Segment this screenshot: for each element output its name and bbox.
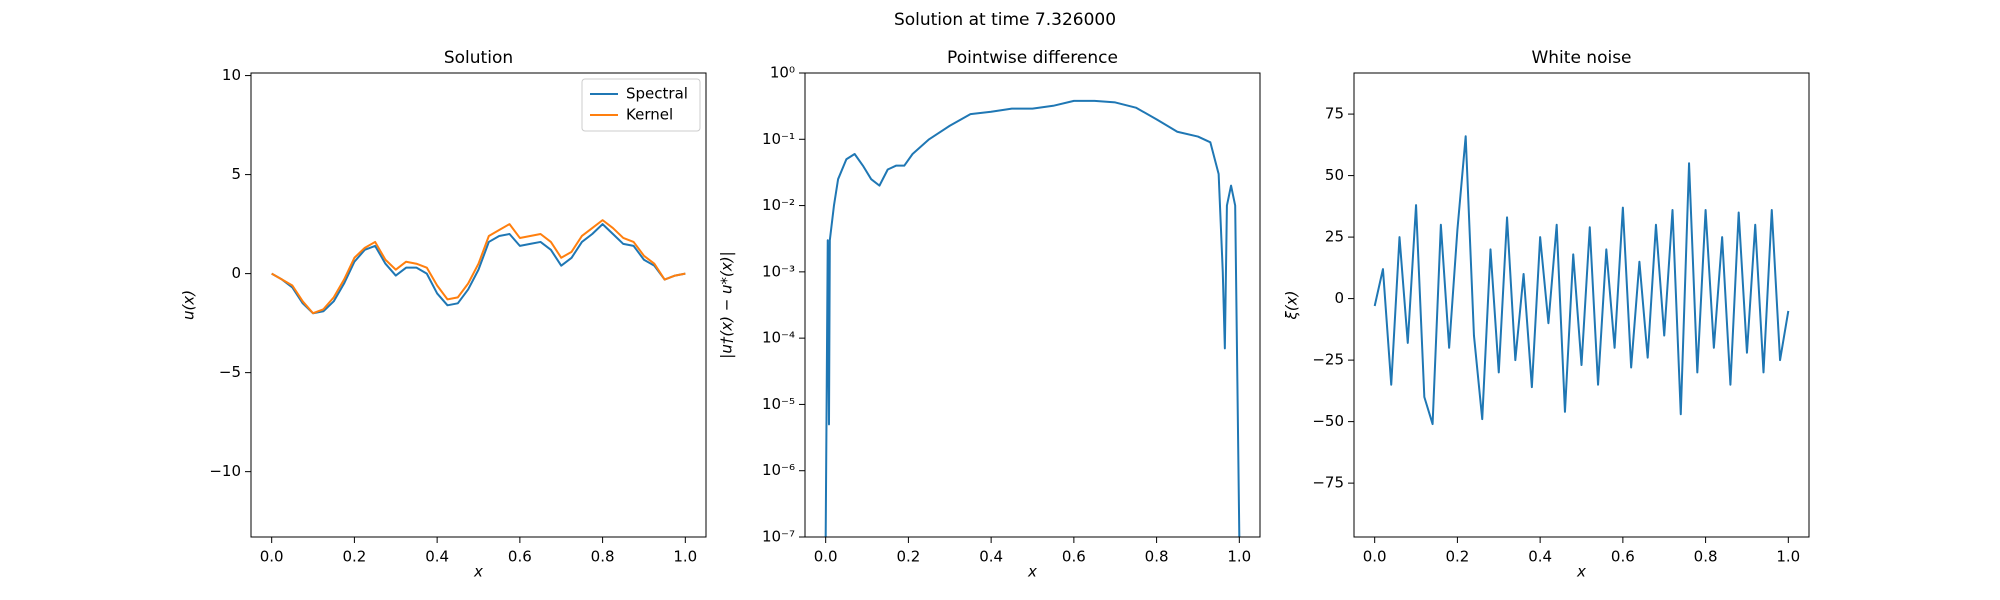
x-tick-label: 0.8 bbox=[1694, 548, 1718, 566]
y-tick-label: −5 bbox=[219, 363, 241, 381]
y-tick-label: 0 bbox=[1334, 289, 1344, 307]
x-tick-label: 0.4 bbox=[1528, 548, 1552, 566]
y-tick-label: 25 bbox=[1325, 228, 1344, 246]
axes-frame bbox=[804, 72, 1261, 538]
y-tick-label: −75 bbox=[1312, 474, 1344, 492]
x-tick-label: 0.6 bbox=[1062, 548, 1086, 566]
x-tick-label: 0.0 bbox=[260, 548, 284, 566]
y-tick-label: 75 bbox=[1325, 105, 1344, 123]
x-tick-label: 0.8 bbox=[591, 548, 615, 566]
y-tick-label: 10⁻³ bbox=[762, 262, 795, 280]
x-axis-label: x bbox=[473, 563, 483, 581]
y-tick-label: 10⁻² bbox=[762, 196, 795, 214]
x-tick-label: 0.0 bbox=[814, 548, 838, 566]
x-tick-label: 0.4 bbox=[425, 548, 449, 566]
axes-title: Pointwise difference bbox=[947, 48, 1118, 68]
x-tick-label: 1.0 bbox=[673, 548, 697, 566]
y-tick-label: 10⁻⁷ bbox=[762, 528, 795, 546]
axes-title: White noise bbox=[1531, 48, 1631, 68]
x-axis-label: x bbox=[1576, 563, 1586, 581]
y-axis-label: |u†(x) − u*(x)| bbox=[718, 251, 736, 358]
y-tick-label: −25 bbox=[1312, 351, 1344, 369]
axes-frame bbox=[250, 72, 707, 538]
x-tick-label: 0.4 bbox=[979, 548, 1003, 566]
y-tick-label: 10⁻⁴ bbox=[762, 329, 795, 347]
x-tick-label: 1.0 bbox=[1227, 548, 1251, 566]
x-tick-label: 0.6 bbox=[508, 548, 532, 566]
x-tick-label: 1.0 bbox=[1776, 548, 1800, 566]
x-tick-label: 0.2 bbox=[896, 548, 920, 566]
x-tick-label: 0.2 bbox=[1445, 548, 1469, 566]
series-line bbox=[271, 223, 686, 315]
legend-box bbox=[581, 78, 701, 132]
y-tick-label: 10⁰ bbox=[770, 64, 795, 82]
y-tick-label: −10 bbox=[209, 462, 241, 480]
y-tick-label: 10 bbox=[222, 66, 241, 84]
axes-title: Solution bbox=[444, 48, 513, 68]
series-line bbox=[1373, 135, 1790, 426]
y-tick-label: 10⁻⁵ bbox=[762, 395, 795, 413]
x-tick-label: 0.6 bbox=[1611, 548, 1635, 566]
y-tick-label: 5 bbox=[231, 165, 241, 183]
y-axis-label: ξ(x) bbox=[1283, 291, 1301, 321]
legend-label: Spectral bbox=[626, 85, 688, 103]
series-line bbox=[824, 99, 1241, 538]
y-axis-label: u(x) bbox=[180, 290, 198, 320]
x-axis-label: x bbox=[1027, 563, 1037, 581]
y-tick-label: 10⁻⁶ bbox=[762, 461, 795, 479]
series-line bbox=[271, 219, 686, 315]
y-tick-label: 10⁻¹ bbox=[762, 130, 795, 148]
y-tick-label: 0 bbox=[231, 264, 241, 282]
legend-label: Kernel bbox=[626, 106, 673, 124]
y-tick-label: −50 bbox=[1312, 412, 1344, 430]
figure-title: Solution at time 7.326000 bbox=[894, 10, 1116, 30]
x-tick-label: 0.0 bbox=[1363, 548, 1387, 566]
axes-frame bbox=[1353, 72, 1810, 538]
x-tick-label: 0.2 bbox=[342, 548, 366, 566]
x-tick-label: 0.8 bbox=[1145, 548, 1169, 566]
y-tick-label: 50 bbox=[1325, 166, 1344, 184]
